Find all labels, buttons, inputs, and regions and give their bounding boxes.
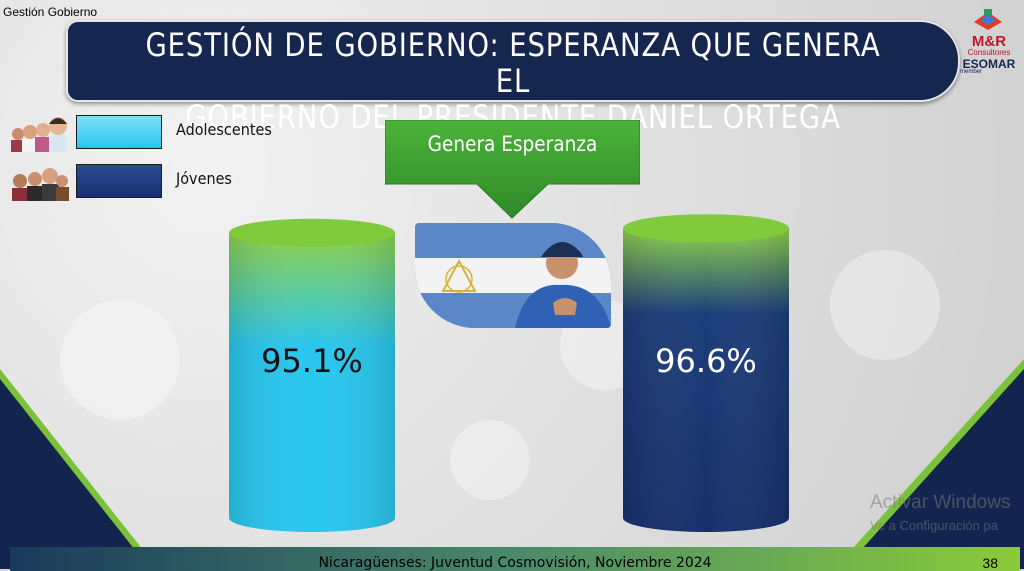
legend-swatch-adolescentes	[76, 115, 162, 149]
bar-shading	[229, 232, 395, 532]
bokeh-circle	[830, 250, 940, 360]
footer-text: Nicaragüenses: Juventud Cosmovisión, Nov…	[318, 555, 712, 571]
bar-top-cap	[229, 218, 395, 247]
youth-photo-icon	[12, 168, 69, 201]
bokeh-circle	[450, 420, 530, 500]
legend-swatch-jovenes	[76, 164, 162, 198]
president-photo	[415, 223, 611, 328]
bar-adolescentes: 95.1%	[229, 218, 395, 532]
footer-bar: Nicaragüenses: Juventud Cosmovisión, Nov…	[10, 547, 1020, 571]
legend-label-jovenes: Jóvenes	[176, 169, 232, 188]
page-number: 38	[982, 555, 998, 571]
banner-label: Genera Esperanza	[427, 132, 598, 156]
legend-item-jovenes: Jóvenes	[8, 161, 308, 201]
logo-esomar: ESOMAR	[962, 57, 1016, 71]
logo-sub: Consultores	[967, 48, 1011, 57]
bar-jovenes: 96.6%	[623, 214, 789, 532]
logo-emblem-icon	[974, 9, 1002, 30]
president-photo-image	[415, 223, 611, 328]
legend-label-adolescentes: Adolescentes	[176, 120, 272, 139]
corner-decoration-left	[0, 379, 150, 569]
corner-decoration-right	[844, 369, 1024, 569]
company-logo: M&R Consultores ESOMAR member	[958, 8, 1018, 78]
activation-watermark-sub: Ve a Configuración pa	[870, 518, 998, 533]
title-line-1: GESTIÓN DE GOBIERNO: ESPERANZA QUE GENER…	[145, 26, 881, 100]
bar-top-cap	[623, 214, 789, 243]
bar-shading	[623, 228, 789, 532]
logo-member: member	[960, 69, 983, 75]
teens-photo-icon	[11, 117, 67, 152]
bar-value-label: 96.6%	[655, 342, 757, 380]
logo-brand: M&R	[971, 33, 1007, 50]
section-label: Gestión Gobierno	[3, 5, 98, 19]
genera-esperanza-banner: Genera Esperanza	[384, 119, 641, 220]
legend-item-adolescentes: Adolescentes	[8, 112, 308, 152]
bar-value-label: 95.1%	[261, 342, 363, 380]
activation-watermark: Activar Windows	[870, 492, 1011, 513]
